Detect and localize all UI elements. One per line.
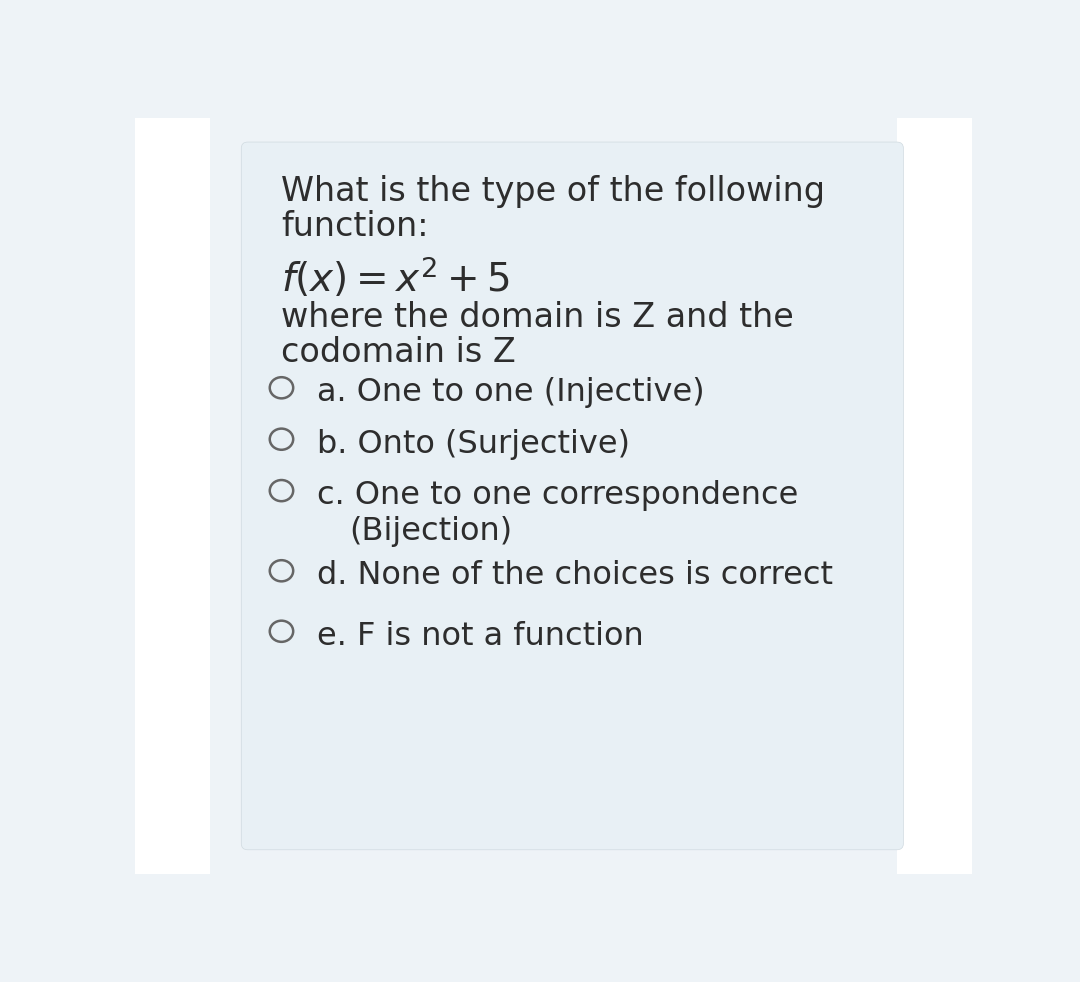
Circle shape <box>270 621 293 642</box>
Circle shape <box>270 560 293 581</box>
Circle shape <box>270 377 293 399</box>
Circle shape <box>270 480 293 501</box>
Text: d. None of the choices is correct: d. None of the choices is correct <box>318 560 834 591</box>
Text: where the domain is Z and the: where the domain is Z and the <box>282 300 794 334</box>
Text: $f(x) = x^2 + 5$: $f(x) = x^2 + 5$ <box>282 255 510 300</box>
FancyBboxPatch shape <box>241 142 903 849</box>
Text: What is the type of the following: What is the type of the following <box>282 175 825 207</box>
Text: a. One to one (Injective): a. One to one (Injective) <box>318 377 705 409</box>
Text: function:: function: <box>282 210 429 244</box>
Bar <box>135 118 211 874</box>
Text: e. F is not a function: e. F is not a function <box>318 621 644 652</box>
Bar <box>896 118 972 874</box>
Text: codomain is Z: codomain is Z <box>282 336 516 368</box>
Text: c. One to one correspondence: c. One to one correspondence <box>318 480 799 511</box>
Text: b. Onto (Surjective): b. Onto (Surjective) <box>318 428 631 460</box>
Circle shape <box>270 428 293 450</box>
Text: (Bijection): (Bijection) <box>349 517 512 547</box>
